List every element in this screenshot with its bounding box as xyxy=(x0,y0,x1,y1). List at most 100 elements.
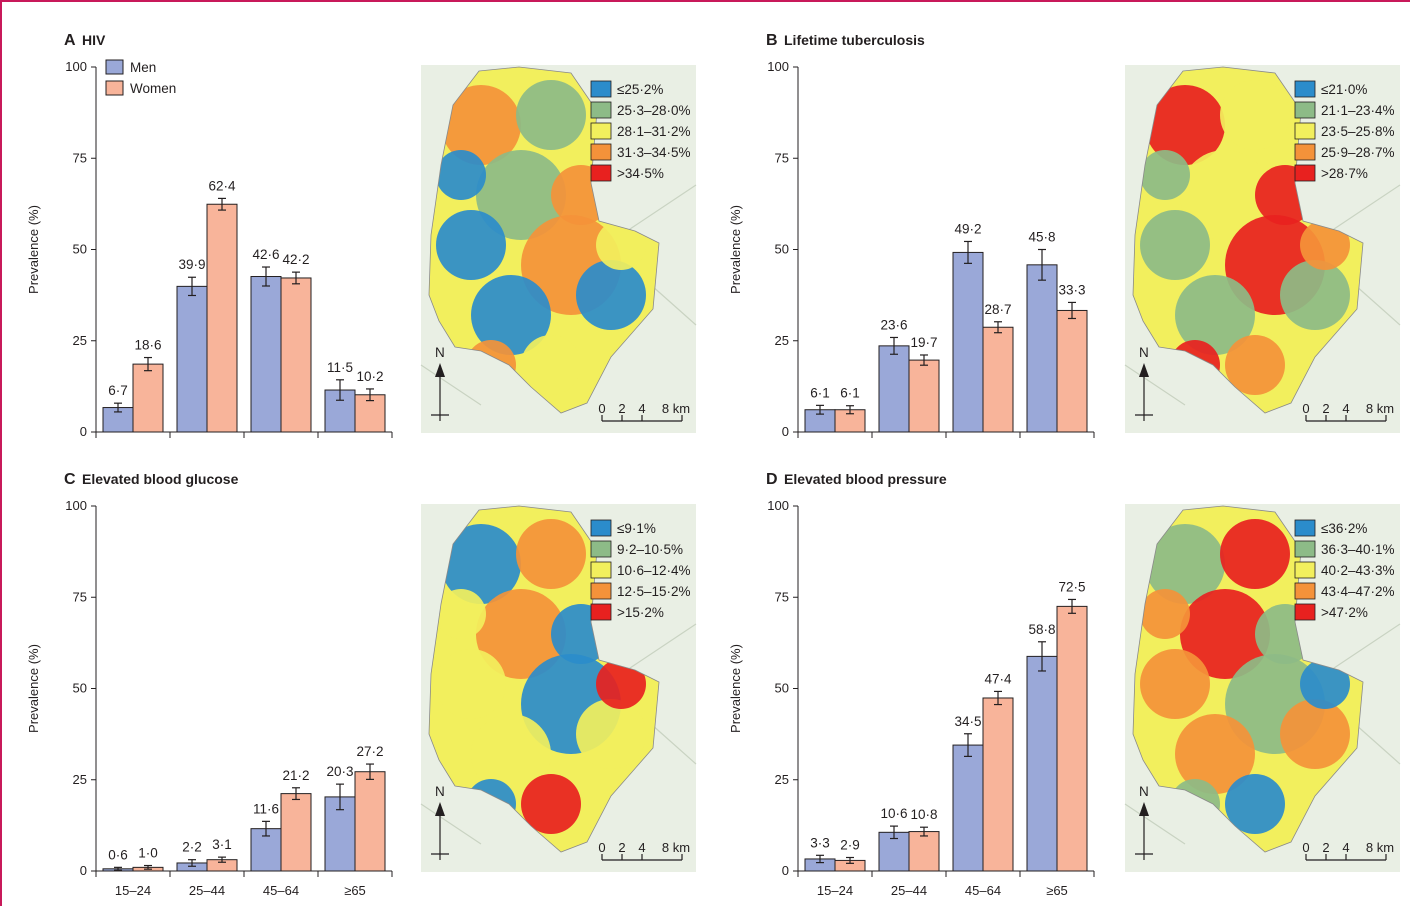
panel-title: Lifetime tuberculosis xyxy=(784,32,925,48)
scale-bar-label: 4 xyxy=(638,840,645,855)
data-label: 6·7 xyxy=(108,383,128,398)
data-label: 62·4 xyxy=(208,178,236,193)
data-label: 10·6 xyxy=(880,806,907,821)
map-legend-label: >28·7% xyxy=(1321,166,1368,181)
heat-blob xyxy=(441,85,521,165)
women-bar xyxy=(206,203,238,433)
data-label: 72·5 xyxy=(1058,579,1085,594)
heat-blob xyxy=(471,714,551,794)
scale-bar-label: 8 km xyxy=(662,840,690,855)
men-bar xyxy=(250,276,282,433)
heat-blob xyxy=(1280,260,1350,330)
map-legend-swatch xyxy=(590,101,612,119)
heat-blob xyxy=(1140,589,1190,639)
map-legend-label: 28·1–31·2% xyxy=(617,124,691,139)
heat-blob xyxy=(436,210,506,280)
data-label: 49·2 xyxy=(954,221,981,236)
heat-blob xyxy=(1140,649,1210,719)
north-arrow-label: N xyxy=(435,784,445,799)
map-legend-swatch xyxy=(590,122,612,140)
heat-blob xyxy=(1300,659,1350,709)
prevalence-map: ≤9·1% 9·2–10·5% 10·6–12·4% 12·5–15·2% >15·2%… xyxy=(420,504,697,872)
map-legend-label: >15·2% xyxy=(617,605,664,620)
north-arrow-icon xyxy=(1139,802,1149,816)
data-label: 2·9 xyxy=(840,837,860,852)
women-bar xyxy=(908,831,940,872)
heat-blob xyxy=(436,649,506,719)
y-tick-label: 100 xyxy=(65,498,87,513)
y-tick-label: 0 xyxy=(782,424,789,439)
panel-title: Elevated blood pressure xyxy=(784,471,947,487)
map-legend-label: ≤25·2% xyxy=(617,82,663,97)
scale-bar-label: 8 km xyxy=(1366,840,1394,855)
heat-blob xyxy=(1145,524,1225,604)
north-arrow-label: N xyxy=(1139,784,1149,799)
y-tick-label: 25 xyxy=(73,772,87,787)
heat-blob xyxy=(1175,275,1255,355)
heat-blob xyxy=(516,80,586,150)
women-bar xyxy=(1056,605,1088,872)
data-label: 19·7 xyxy=(910,335,937,350)
map-roads xyxy=(1124,184,1401,406)
data-label: 6·1 xyxy=(840,386,860,401)
map-roads xyxy=(1124,623,1401,845)
data-label: 34·5 xyxy=(954,714,981,729)
prevalence-map: ≤21·0% 21·1–23·4% 23·5–25·8% 25·9–28·7% >28·… xyxy=(1124,65,1401,433)
scale-bar-label: 4 xyxy=(1342,401,1349,416)
map-legend-label: ≤9·1% xyxy=(617,521,656,536)
scale-bar-label: 4 xyxy=(1342,840,1349,855)
y-tick-label: 25 xyxy=(73,333,87,348)
y-tick-label: 100 xyxy=(767,498,789,513)
map-legend-swatch xyxy=(590,561,612,579)
heat-blob xyxy=(1225,335,1285,395)
data-label: 28·7 xyxy=(984,302,1011,317)
map-roads xyxy=(420,184,697,406)
y-axis-label: Prevalence (%) xyxy=(26,205,41,294)
data-label: 3·1 xyxy=(212,837,232,852)
map-legend-label: 25·9–28·7% xyxy=(1321,145,1395,160)
map-legend-label: ≤21·0% xyxy=(1321,82,1367,97)
legend-swatch-women xyxy=(105,80,124,96)
map-legend-label: >47·2% xyxy=(1321,605,1368,620)
scale-bar-label: 2 xyxy=(618,401,625,416)
series-legend: Men Women xyxy=(105,59,176,96)
north-arrow-icon xyxy=(435,363,445,377)
x-tick-label: ≥65 xyxy=(1046,883,1068,898)
map-legend-swatch xyxy=(590,582,612,600)
panel-d: D Elevated blood pressure 0 25 50 75 100 Preval… xyxy=(728,471,1401,898)
data-label: 42·6 xyxy=(252,247,279,262)
x-tick-label: 45–64 xyxy=(965,883,1001,898)
map-legend-label: 21·1–23·4% xyxy=(1321,103,1395,118)
men-bar xyxy=(1026,264,1058,433)
women-bar xyxy=(280,277,312,433)
legend-label-women: Women xyxy=(130,81,176,96)
north-arrow-icon xyxy=(435,802,445,816)
map-legend-swatch xyxy=(1294,164,1316,182)
north-arrow-icon xyxy=(1139,363,1149,377)
data-label: 10·2 xyxy=(356,369,383,384)
y-tick-label: 0 xyxy=(782,863,789,878)
y-tick-label: 25 xyxy=(775,333,789,348)
y-tick-label: 75 xyxy=(73,150,87,165)
women-bar xyxy=(132,363,164,433)
x-tick-label: 15–24 xyxy=(115,883,151,898)
data-label: 21·2 xyxy=(282,768,309,783)
women-bar xyxy=(280,793,312,872)
map-legend-swatch xyxy=(590,80,612,98)
heat-blob xyxy=(476,589,566,679)
data-label: 58·8 xyxy=(1028,622,1055,637)
north-arrow-label: N xyxy=(435,345,445,360)
map-legend-label: 23·5–25·8% xyxy=(1321,124,1395,139)
map-legend-label: >34·5% xyxy=(617,166,664,181)
x-tick-label: 25–44 xyxy=(891,883,927,898)
heat-blob xyxy=(576,699,646,769)
data-label: 39·9 xyxy=(178,257,205,272)
legend-label-men: Men xyxy=(130,60,156,75)
men-bar xyxy=(1026,655,1058,872)
panel-a: A HIV 0 25 50 75 100 Prevalence (%) 6·7 39·9 42·6 1… xyxy=(26,32,697,439)
heat-blob xyxy=(1180,150,1270,240)
prevalence-map: ≤36·2% 36·3–40·1% 40·2–43·3% 43·4–47·2% >47·… xyxy=(1124,504,1401,872)
data-label: 27·2 xyxy=(356,744,383,759)
panel-letter: A xyxy=(64,32,76,49)
scale-bar-label: 0 xyxy=(598,401,605,416)
